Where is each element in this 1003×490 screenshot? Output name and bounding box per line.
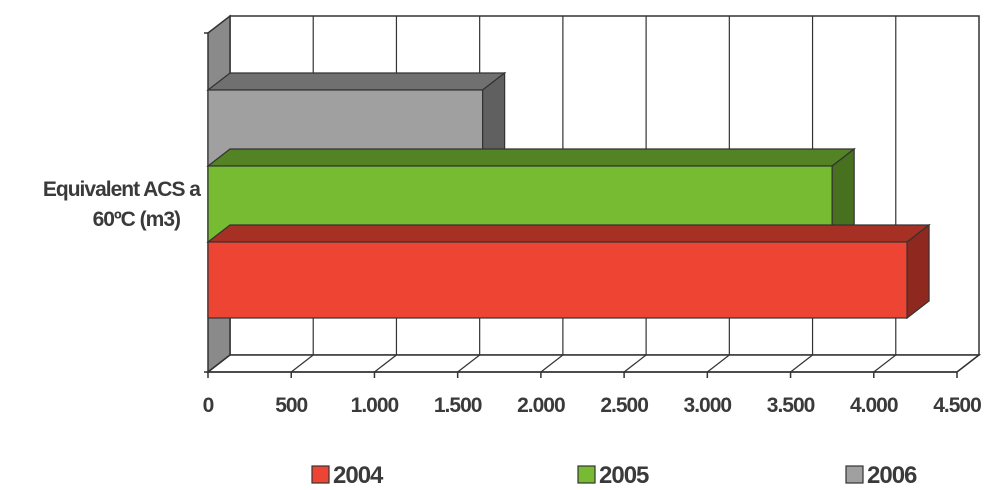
x-tick-label: 4.000 [850,394,898,417]
x-tick-label: 2.000 [517,394,565,417]
floor-gridline [706,354,730,373]
legend-item-2006: 2006 [845,462,918,489]
legend-swatch [845,465,864,484]
legend-label: 2004 [333,462,384,489]
bar-top-face [206,72,507,91]
floor-gridline [207,354,231,373]
x-axis: 0 500 1.000 1.500 2.000 2.500 3.000 3.500 4.000 4… [203,32,982,417]
x-tick-label: 1.500 [434,394,482,417]
x-tick-label: 4.500 [933,394,981,417]
x-tick-label: 3.500 [767,394,815,417]
bar-end-face [906,223,930,320]
category-label-line-1: Equivalent ACS a [43,178,201,201]
floor-gridline [873,354,897,373]
floor-gridline [956,354,980,373]
floor-gridline [374,354,397,373]
legend-item-2005: 2005 [577,462,650,489]
legend: 2004 2005 2006 [311,462,918,489]
bars [206,71,931,320]
x-tick-label: 1.000 [351,394,399,417]
x-tick-label: 0 [203,394,214,417]
category-label-line-2: 60ºC (m3) [93,208,180,231]
legend-item-2004: 2004 [311,462,385,489]
legend-swatch [311,465,330,484]
floor-gridline [290,354,314,373]
floor-gridline [540,354,564,373]
bar-top-face [206,148,856,167]
legend-swatch [577,465,596,484]
bar-2004 [206,223,931,320]
legend-label: 2005 [599,462,649,489]
floor-gridline [623,354,647,373]
x-tick-label: 2.500 [600,394,648,417]
bar-top-face [206,224,931,243]
legend-label: 2006 [867,462,917,489]
category-label: Equivalent ACS a 60ºC (m3) [43,178,202,231]
floor-gridline [790,354,813,373]
floor-gridline [457,354,481,373]
x-tick-label: 500 [275,394,307,417]
x-tick-label: 3.000 [684,394,732,417]
bar-front-face [207,241,908,319]
floor [205,354,982,373]
